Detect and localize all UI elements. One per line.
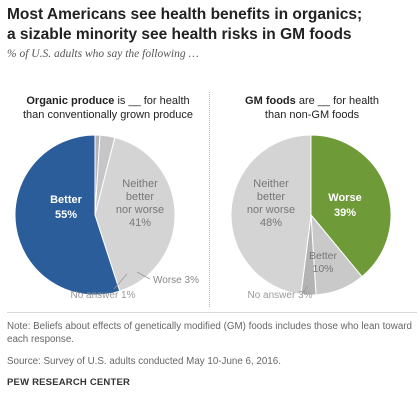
title-line-2: a sizable minority see health risks in G… (7, 26, 352, 43)
organic-neither-label-3: 41% (129, 217, 151, 229)
chart-subtitle: % of U.S. adults who say the following … (7, 48, 199, 60)
chart-title: Most Americans see health benefits in or… (7, 5, 417, 45)
note-text: Note: Beliefs about effects of genetical… (7, 321, 412, 345)
organic-neither-label-0: Neither (122, 178, 158, 190)
organic-slice-neither-better-nor-worse (94, 136, 176, 292)
gm-neither-label-1: better (257, 191, 285, 203)
organic-better-label: Better (50, 194, 83, 206)
organic-no-answer-leader (113, 273, 128, 290)
organic-neither-label-2: nor worse (116, 204, 164, 216)
organic-no-answer-label: No answer 1% (70, 290, 135, 301)
organic-better-value: 55% (55, 209, 77, 221)
source-text: Source: Survey of U.S. adults conducted … (7, 356, 281, 367)
organic-neither-label-1: better (126, 191, 154, 203)
gm-pie (230, 134, 392, 296)
org-name: PEW RESEARCH CENTER (7, 377, 131, 388)
gm-worse-value: 39% (334, 207, 356, 219)
organic-heading-bold: Organic produce (26, 95, 115, 107)
gm-no-answer-leader (302, 285, 309, 293)
organic-heading-line2: than conventionally grown produce (22, 109, 193, 121)
organic-slice-better (14, 134, 121, 296)
gm-panel-heading: GM foods are __ for health than non-GM f… (217, 94, 407, 122)
panel-divider (209, 92, 210, 307)
note-divider (7, 312, 417, 313)
gm-slice-neither-better-nor-worse (230, 134, 312, 295)
gm-better-label: Better (309, 250, 338, 262)
gm-neither-label-2: nor worse (247, 204, 295, 216)
gm-slice-worse (310, 134, 392, 278)
title-line-1: Most Americans see health benefits in or… (7, 6, 363, 23)
organic-pie (14, 134, 176, 296)
gm-heading-line2: than non-GM foods (264, 109, 360, 121)
organic-worse-leader (136, 271, 151, 280)
gm-no-answer-label: No answer 3% (247, 290, 312, 301)
organic-panel-heading: Organic produce is __ for health than co… (13, 94, 203, 122)
gm-worse-label: Worse (328, 192, 361, 204)
organic-heading-rest: is __ for health (114, 95, 190, 107)
gm-neither-label-0: Neither (253, 178, 289, 190)
gm-heading-bold: GM foods (245, 95, 296, 107)
gm-better-value: 10% (312, 263, 333, 275)
gm-heading-rest: are __ for health (295, 95, 379, 107)
gm-neither-label-3: 48% (260, 217, 282, 229)
organic-worse-label: Worse 3% (153, 275, 199, 286)
